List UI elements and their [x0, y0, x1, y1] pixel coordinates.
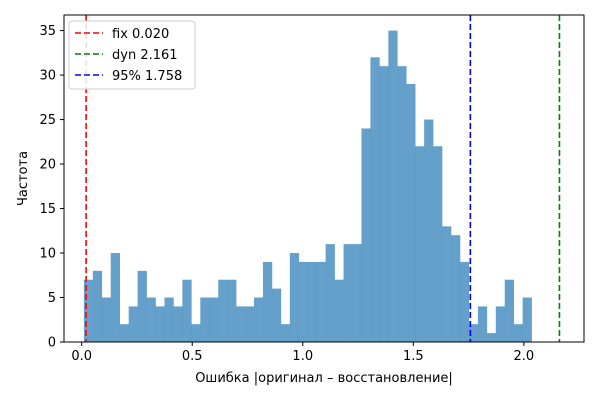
- histogram-bar-45: [486, 333, 497, 342]
- y-tick-label-4: 20: [39, 158, 56, 173]
- legend-label-dyn: dyn 2.161: [112, 48, 178, 63]
- histogram-bar-23: [289, 253, 300, 342]
- y-tick-label-3: 15: [39, 202, 56, 217]
- histogram-bar-39: [433, 146, 443, 342]
- histogram-bar-48: [513, 324, 523, 342]
- histogram-bar-36: [406, 83, 416, 343]
- histogram-bar-5: [128, 306, 138, 342]
- histogram-bar-2: [101, 297, 112, 342]
- histogram-bar-33: [379, 66, 389, 342]
- histogram-bar-43: [468, 324, 479, 342]
- x-axis-ticks: 0.0 0.5 1.0 1.5 2.0: [71, 342, 534, 364]
- x-tick-label-1: 0.5: [182, 349, 203, 364]
- histogram-bar-3: [110, 253, 121, 342]
- histogram-bar-12: [191, 324, 201, 342]
- histogram-bar-18: [245, 306, 255, 342]
- histogram-bar-46: [495, 306, 506, 342]
- legend-box: [68, 20, 196, 90]
- y-axis-ticks: 0 5 10 15 20 25 30 35: [39, 24, 64, 351]
- histogram-bar-40: [442, 226, 452, 342]
- histogram-bar-27: [325, 244, 335, 342]
- legend-label-fix: fix 0.020: [112, 27, 169, 42]
- legend: fix 0.020 dyn 2.161 95% 1.758: [68, 20, 196, 90]
- histogram-bar-16: [227, 279, 237, 342]
- histogram-bar-28: [334, 279, 344, 342]
- histogram-bar-34: [388, 30, 398, 342]
- histogram-bar-7: [146, 297, 156, 342]
- histogram-bar-21: [271, 288, 282, 342]
- x-tick-label-4: 2.0: [514, 349, 535, 364]
- histogram-bar-37: [415, 146, 425, 342]
- histogram-bar-47: [504, 279, 514, 342]
- x-tick-label-3: 1.5: [403, 349, 424, 364]
- histogram-bar-14: [209, 297, 219, 342]
- x-tick-label-0: 0.0: [71, 349, 92, 364]
- histogram-bar-6: [137, 270, 147, 342]
- histogram-bar-38: [424, 119, 434, 342]
- histogram-bar-35: [397, 66, 407, 342]
- y-tick-label-5: 25: [39, 113, 56, 128]
- histogram-bar-19: [254, 297, 264, 342]
- y-tick-label-6: 30: [39, 69, 56, 84]
- histogram-bar-24: [298, 261, 309, 342]
- histogram-bar-42: [459, 261, 470, 342]
- histogram-bar-8: [155, 306, 165, 342]
- histogram-bar-10: [173, 306, 183, 342]
- histogram-bar-44: [477, 306, 488, 342]
- x-tick-label-2: 1.0: [292, 349, 313, 364]
- histogram-bar-32: [370, 57, 380, 343]
- histogram-bar-26: [316, 261, 326, 342]
- histogram-bar-11: [182, 279, 192, 342]
- histogram-bar-9: [164, 297, 174, 342]
- histogram-bar-1: [92, 270, 103, 342]
- histogram-bar-29: [343, 244, 353, 342]
- histogram-bar-41: [451, 235, 461, 342]
- histogram-bar-31: [361, 128, 371, 342]
- histogram-bar-30: [352, 244, 362, 342]
- histogram-bar-4: [119, 324, 129, 342]
- histogram-bar-25: [307, 261, 317, 342]
- y-axis-label: Частота: [16, 151, 31, 206]
- histogram-bar-49: [522, 297, 532, 342]
- histogram-bar-20: [262, 261, 273, 342]
- histogram-bar-13: [200, 297, 210, 342]
- y-tick-label-7: 35: [39, 24, 56, 39]
- histogram-bar-22: [280, 324, 291, 342]
- y-tick-label-2: 10: [39, 247, 56, 262]
- x-axis-label: Ошибка |оригинал – восстановление|: [195, 371, 453, 386]
- histogram-bar-15: [218, 279, 228, 342]
- y-tick-label-0: 0: [48, 336, 56, 351]
- legend-label-95: 95% 1.758: [112, 69, 182, 84]
- y-tick-label-1: 5: [48, 291, 56, 306]
- histogram-bar-17: [236, 306, 246, 342]
- histogram-bars: [83, 30, 532, 343]
- histogram-bar-0: [83, 279, 94, 342]
- plot-frame: [63, 14, 585, 343]
